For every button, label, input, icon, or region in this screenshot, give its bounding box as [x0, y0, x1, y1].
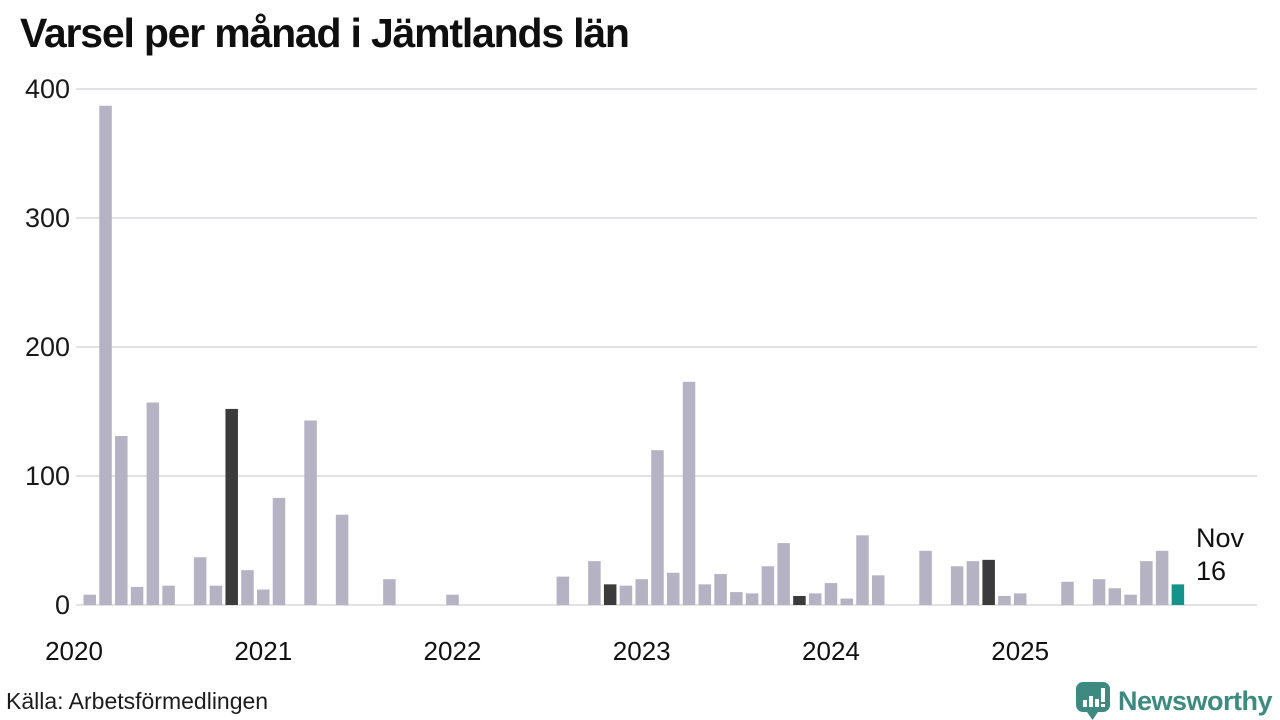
y-tick-label-200: 200 [25, 332, 70, 362]
bar-2022-01 [446, 594, 459, 605]
bar-2020-12 [241, 570, 254, 605]
bar-2023-08 [745, 593, 759, 605]
newsworthy-brand-link[interactable]: Newsworthy [1075, 682, 1273, 720]
chart-title: Varsel per månad i Jämtlands län [20, 10, 630, 56]
y-tick-label-0: 0 [55, 590, 70, 620]
bar-2024-11 [982, 559, 995, 605]
bar-2023-09 [761, 566, 775, 605]
annotation-value-label: 16 [1196, 556, 1226, 586]
bar-2021-02 [272, 497, 286, 605]
bar-2024-04 [872, 575, 885, 605]
bar-2020-04 [115, 436, 128, 605]
x-tick-label-2024: 2024 [802, 636, 860, 666]
bar-2022-10 [588, 561, 601, 605]
bars-layer [83, 105, 1185, 606]
bar-2020-07 [162, 585, 175, 605]
source-text: Källa: Arbetsförmedlingen [6, 688, 269, 714]
bar-2024-12 [998, 595, 1011, 605]
bar-2021-06 [335, 514, 349, 605]
bar-2023-05 [698, 584, 712, 605]
axis-layer: 0 100 200 300 400 2020 2021 2022 2023 2024 2025 [25, 74, 1049, 666]
bar-2023-06 [714, 574, 727, 605]
bar-2023-12 [808, 593, 822, 605]
y-tick-label-100: 100 [25, 461, 70, 491]
bar-2023-03 [667, 572, 680, 605]
bar-2020-09 [193, 557, 207, 605]
bar-2022-12 [619, 585, 633, 605]
bar-2023-01 [635, 579, 648, 605]
annotation-month-label: Nov [1196, 523, 1245, 553]
logo-chart-glyph [1082, 688, 1105, 707]
x-tick-label-2020: 2020 [45, 636, 103, 666]
bar-2020-11 [225, 408, 238, 605]
y-tick-label-300: 300 [25, 203, 70, 233]
bar-2024-03 [856, 535, 869, 605]
bar-2022-08 [556, 576, 570, 605]
bar-2021-01 [256, 589, 270, 605]
bar-2024-10 [966, 561, 980, 605]
bar-2023-04 [682, 381, 696, 605]
bar-2021-04 [304, 420, 317, 605]
bar-2023-11 [793, 595, 806, 605]
bar-2023-02 [651, 450, 664, 605]
bar-2021-09 [383, 579, 396, 605]
bar-2024-09 [950, 566, 964, 605]
bar-2025-11 [1171, 584, 1185, 605]
bar-2020-10 [209, 585, 223, 605]
bar-2025-01 [1013, 593, 1027, 605]
x-tick-label-2025: 2025 [991, 636, 1049, 666]
y-tick-label-400: 400 [25, 74, 70, 104]
bar-2024-01 [824, 583, 838, 605]
bar-2024-02 [840, 598, 853, 605]
bar-2025-06 [1092, 579, 1106, 605]
bar-2020-03 [99, 105, 112, 606]
brand-name: Newsworthy [1117, 685, 1273, 716]
grid-layer [76, 88, 1257, 606]
bar-2023-10 [777, 543, 790, 605]
bar-2020-06 [146, 402, 160, 605]
bar-2025-09 [1140, 561, 1153, 605]
x-tick-label-2022: 2022 [424, 636, 482, 666]
bar-2025-07 [1108, 588, 1122, 605]
x-tick-label-2023: 2023 [613, 636, 671, 666]
bar-2025-08 [1124, 594, 1137, 605]
bar-2023-07 [730, 592, 743, 605]
bar-2025-04 [1061, 581, 1074, 605]
bar-2024-07 [919, 550, 932, 605]
bar-2022-11 [603, 584, 617, 605]
bar-2020-05 [130, 586, 144, 605]
bar-2020-02 [83, 594, 97, 605]
newsworthy-logo-icon [1075, 682, 1110, 720]
x-tick-label-2021: 2021 [234, 636, 292, 666]
bar-2025-10 [1155, 550, 1169, 605]
